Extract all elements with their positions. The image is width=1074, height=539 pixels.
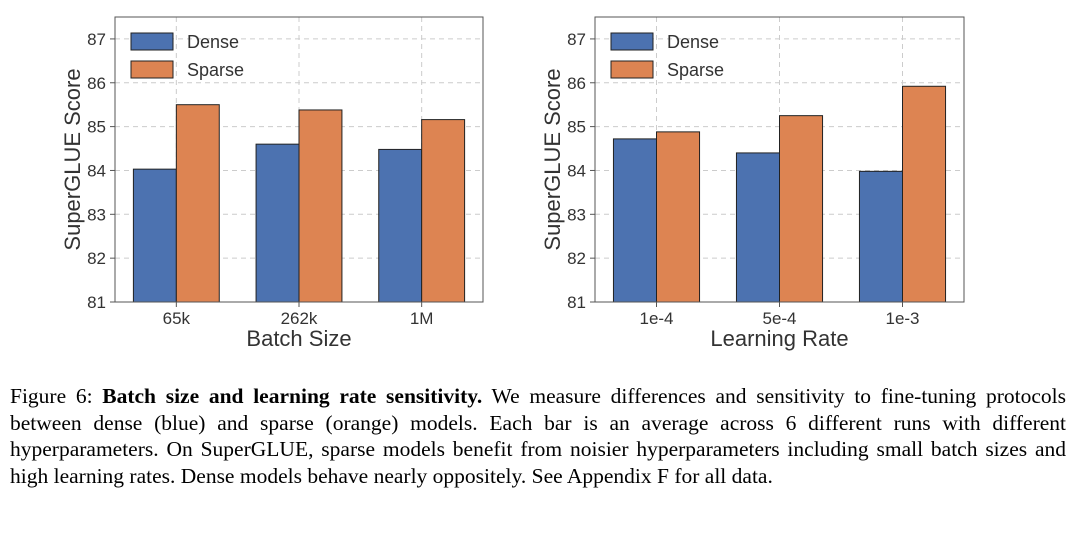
bar-sparse-1e-4 xyxy=(656,131,701,303)
x-axis-label: Learning Rate xyxy=(710,326,848,351)
bar-dense-1e-3 xyxy=(858,170,904,303)
x-tick-label: 1M xyxy=(410,309,434,328)
legend-label-sparse: Sparse xyxy=(187,60,244,80)
caption-title: Batch size and learning rate sensitivity… xyxy=(102,384,483,408)
bar-sparse-1e-3 xyxy=(902,85,947,303)
x-tick-label: 5e-4 xyxy=(762,309,796,328)
y-tick-label: 82 xyxy=(87,249,106,268)
legend-label-dense: Dense xyxy=(667,32,719,52)
figure-caption: Figure 6: Batch size and learning rate s… xyxy=(10,383,1066,489)
y-tick-label: 87 xyxy=(567,30,586,49)
learning-rate-chart: 81 82 83 84 85 86 87 1e-4 5e-4 1e-3 Learning Rate S… xyxy=(540,16,965,351)
caption-body: We measure differences and sensitivity t… xyxy=(10,384,1066,488)
y-tick-label: 81 xyxy=(567,293,586,312)
y-axis-label: SuperGLUE Score xyxy=(60,68,85,250)
bar-sparse-262k xyxy=(298,109,343,303)
bar-dense-262k xyxy=(255,143,300,303)
caption-label: Figure 6: xyxy=(10,384,103,408)
y-tick-label: 81 xyxy=(87,293,106,312)
x-axis-label: Batch Size xyxy=(246,326,351,351)
bar-dense-1e-4 xyxy=(612,138,658,303)
y-axis-label: SuperGLUE Score xyxy=(540,68,565,250)
y-tick-label: 87 xyxy=(87,30,106,49)
legend-swatch-sparse xyxy=(130,60,174,79)
x-tick-label: 1e-3 xyxy=(885,309,919,328)
figure-charts: 81 82 83 84 85 86 87 65k 262k 1M Batch Size SuperGL… xyxy=(60,16,965,351)
x-tick-label: 65k xyxy=(163,309,191,328)
y-tick-label: 85 xyxy=(567,118,586,137)
x-tick-label: 1e-4 xyxy=(639,309,673,328)
y-tick-label: 86 xyxy=(567,74,586,93)
y-tick-label: 83 xyxy=(87,205,106,224)
bar-dense-65k xyxy=(132,168,177,303)
legend-swatch-sparse xyxy=(610,60,654,79)
bar-sparse-1M xyxy=(421,119,466,303)
batch-size-chart: 81 82 83 84 85 86 87 65k 262k 1M Batch Size SuperGL… xyxy=(60,16,484,351)
y-tick-label: 86 xyxy=(87,74,106,93)
x-tick-label: 262k xyxy=(281,309,318,328)
legend-label-sparse: Sparse xyxy=(667,60,724,80)
y-tick-label: 82 xyxy=(567,249,586,268)
bar-dense-5e-4 xyxy=(735,152,781,303)
bar-sparse-5e-4 xyxy=(779,115,824,303)
legend-label-dense: Dense xyxy=(187,32,239,52)
y-tick-label: 84 xyxy=(87,161,106,180)
bar-dense-1M xyxy=(378,148,423,303)
bar-sparse-65k xyxy=(175,104,220,303)
y-tick-label: 84 xyxy=(567,161,586,180)
legend-swatch-dense xyxy=(130,32,174,51)
y-tick-label: 83 xyxy=(567,205,586,224)
y-tick-label: 85 xyxy=(87,118,106,137)
legend-swatch-dense xyxy=(610,32,654,51)
